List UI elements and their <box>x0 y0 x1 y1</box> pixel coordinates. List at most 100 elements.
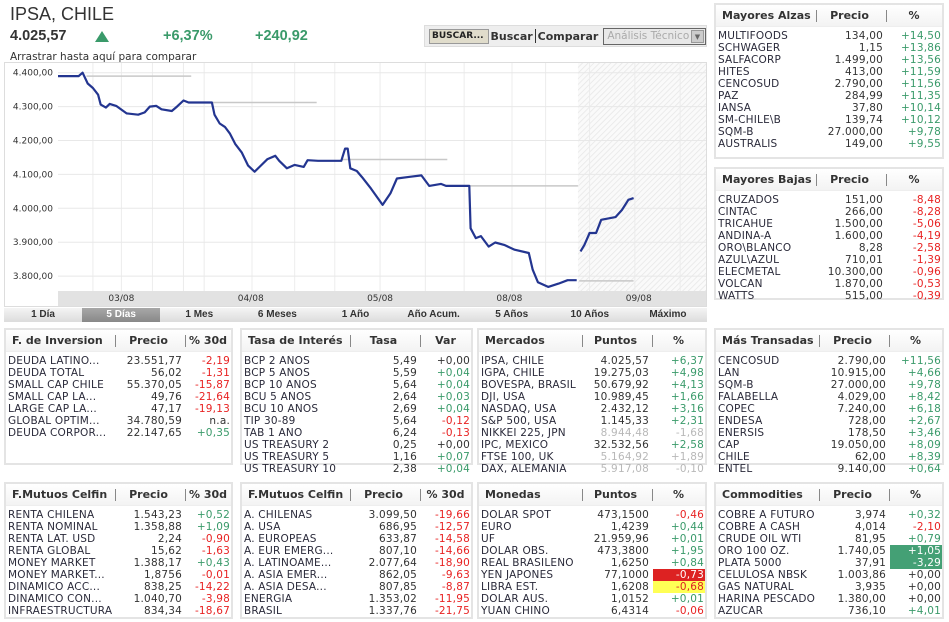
period-button[interactable]: 6 Meses <box>257 309 297 320</box>
table-row[interactable]: WATTS 515,00 -0,39 <box>716 290 942 302</box>
table-row[interactable]: BCP 2 AÑOS 5,49 +0,00 <box>242 355 471 367</box>
table-row[interactable]: BCP 5 AÑOS 5,59 +0,04 <box>242 367 471 379</box>
table-row[interactable]: CRUDE OIL WTI 81,95 +0,79 <box>716 533 942 545</box>
table-row[interactable]: AZUL\AZUL 710,01 -1,39 <box>716 254 942 266</box>
table-row[interactable]: DEUDA CORPOR... 22.147,65 +0,35 <box>6 427 231 439</box>
period-button[interactable]: 1 Mes <box>185 309 214 320</box>
table-row[interactable]: ORO 100 OZ. 1.740,05 +1,05 <box>716 545 942 557</box>
period-button[interactable]: 1 Año <box>341 309 370 320</box>
table-row[interactable]: LARGE CAP LA... 47,17 -19,13 <box>6 403 231 415</box>
table-row[interactable]: CHILE 62,00 +8,39 <box>716 451 942 463</box>
table-row[interactable]: GAS NATURAL 3,935 +0,00 <box>716 581 942 593</box>
table-row[interactable]: BCP 10 AÑOS 5,64 +0,04 <box>242 379 471 391</box>
table-row[interactable]: ANDINA-A 1.600,00 -4,19 <box>716 230 942 242</box>
table-row[interactable]: YEN JAPONES 77,1000 -0,73 <box>479 569 705 581</box>
table-row[interactable]: A. ASIA DESA... 807,85 -8,87 <box>242 581 471 593</box>
buscar-button[interactable]: Buscar <box>490 29 533 43</box>
table-row[interactable]: US TREASURY 5 1,16 +0,07 <box>242 451 471 463</box>
table-row[interactable]: IPC, MEXICO 32.532,56 +2,58 <box>479 439 705 451</box>
table-row[interactable]: RENTA CHILENA 1.543,23 +0,52 <box>6 509 231 521</box>
table-row[interactable]: INFRAESTRUCTURA 834,34 -18,67 <box>6 605 231 617</box>
table-row[interactable]: IANSA 37,80 +10,14 <box>716 102 942 114</box>
period-button[interactable]: 10 Años <box>570 309 610 320</box>
table-row[interactable]: ENERGIA 1.353,02 -11,95 <box>242 593 471 605</box>
table-row[interactable]: SM-CHILE\B 139,74 +10,12 <box>716 114 942 126</box>
table-row[interactable]: CINTAC 266,00 -8,28 <box>716 206 942 218</box>
table-row[interactable]: MONEY MARKET 1.388,17 +0,43 <box>6 557 231 569</box>
table-row[interactable]: SQM-B 27.000,00 +9,78 <box>716 379 942 391</box>
table-row[interactable]: A. CHILENAS 3.099,50 -19,66 <box>242 509 471 521</box>
table-row[interactable]: ENDESA 728,00 +2,67 <box>716 415 942 427</box>
table-row[interactable]: A. EUROPEAS 633,87 -14,58 <box>242 533 471 545</box>
period-button[interactable]: 5 Años <box>495 309 529 320</box>
table-row[interactable]: DEUDA TOTAL 56,02 -1,31 <box>6 367 231 379</box>
table-row[interactable]: ENTEL 9.140,00 +0,64 <box>716 463 942 475</box>
search-input[interactable]: BUSCAR... <box>429 28 489 44</box>
table-row[interactable]: BOVESPA, BRASIL 50.679,92 +4,13 <box>479 379 705 391</box>
table-row[interactable]: BCU 5 AÑOS 2,64 +0,03 <box>242 391 471 403</box>
table-row[interactable]: HARINA PESCADO 1.380,00 +0,00 <box>716 593 942 605</box>
table-row[interactable]: GLOBAL OPTIM... 34.780,59 n.a. <box>6 415 231 427</box>
table-row[interactable]: CRUZADOS 151,00 -8,48 <box>716 194 942 206</box>
table-row[interactable]: NASDAQ, USA 2.432,12 +3,16 <box>479 403 705 415</box>
chevron-down-icon[interactable]: ▼ <box>691 29 704 43</box>
table-row[interactable]: SMALL CAP LA... 49,76 -21,64 <box>6 391 231 403</box>
table-row[interactable]: PAZ 284,99 +11,35 <box>716 90 942 102</box>
table-row[interactable]: A. LATINOAME... 2.077,64 -18,90 <box>242 557 471 569</box>
table-row[interactable]: TIP 30-89 5,64 -0,12 <box>242 415 471 427</box>
period-button[interactable]: 1 Día <box>31 309 55 320</box>
table-row[interactable]: COPEC 7.240,00 +6,18 <box>716 403 942 415</box>
table-row[interactable]: SCHWAGER 1,15 +13,86 <box>716 42 942 54</box>
table-row[interactable]: DOLAR AUS. 1,0152 +0,01 <box>479 593 705 605</box>
table-row[interactable]: SQM-B 27.000,00 +9,78 <box>716 126 942 138</box>
table-row[interactable]: IPSA, CHILE 4.025,57 +6,37 <box>479 355 705 367</box>
table-row[interactable]: RENTA NOMINAL 1.358,88 +1,09 <box>6 521 231 533</box>
table-row[interactable]: VOLCAN 1.870,00 -0,53 <box>716 278 942 290</box>
table-row[interactable]: CELULOSA NBSK 1.003,86 +0,00 <box>716 569 942 581</box>
table-row[interactable]: FTSE 100, UK 5.164,92 +1,89 <box>479 451 705 463</box>
analysis-select[interactable]: Análisis Técnico ▼ <box>603 27 706 45</box>
table-row[interactable]: BCU 10 AÑOS 2,69 +0,04 <box>242 403 471 415</box>
table-row[interactable]: DEUDA LATINO... 23.551,77 -2,19 <box>6 355 231 367</box>
table-row[interactable]: LAN 10.915,00 +4,66 <box>716 367 942 379</box>
table-row[interactable]: CAP 19.050,00 +8,09 <box>716 439 942 451</box>
table-row[interactable]: RENTA GLOBAL 15,62 -1,63 <box>6 545 231 557</box>
price-chart[interactable]: 4.400,00 4.300,00 4.200,00 4.100,00 4.000,00… <box>4 62 707 307</box>
table-row[interactable]: COBRE A FUTURO 3,974 +0,32 <box>716 509 942 521</box>
table-row[interactable]: DINAMICO CON... 1.040,70 -3,98 <box>6 593 231 605</box>
table-row[interactable]: AUSTRALIS 149,00 +9,55 <box>716 138 942 150</box>
table-row[interactable]: SALFACORP 1.499,00 +13,56 <box>716 54 942 66</box>
table-row[interactable]: MONEY MARKET... 1,8756 -0,01 <box>6 569 231 581</box>
table-row[interactable]: PLATA 5000 37,91 -3,29 <box>716 557 942 569</box>
table-row[interactable]: DOLAR SPOT 473,1500 -0,46 <box>479 509 705 521</box>
table-row[interactable]: YUAN CHINO 6,4314 -0,06 <box>479 605 705 617</box>
table-row[interactable]: EURO 1,4239 +0,44 <box>479 521 705 533</box>
period-button[interactable]: Máximo <box>649 309 687 320</box>
table-row[interactable]: A. ASIA EMER... 862,05 -9,63 <box>242 569 471 581</box>
table-row[interactable]: TAB 1 AÑO 6,24 -0,13 <box>242 427 471 439</box>
period-button[interactable]: Año Acum. <box>407 309 460 320</box>
table-row[interactable]: ORO\BLANCO 8,28 -2,58 <box>716 242 942 254</box>
period-button[interactable]: 5 Días <box>82 308 161 322</box>
table-row[interactable]: A. USA 686,95 -12,57 <box>242 521 471 533</box>
table-row[interactable]: SMALL CAP CHILE 55.370,05 -15,87 <box>6 379 231 391</box>
table-row[interactable]: CENCOSUD 2.790,00 +11,56 <box>716 78 942 90</box>
table-row[interactable]: REAL BRASILEÑO 1,6250 +0,84 <box>479 557 705 569</box>
table-row[interactable]: US TREASURY 2 0,25 +0,00 <box>242 439 471 451</box>
table-row[interactable]: ENERSIS 178,50 +3,46 <box>716 427 942 439</box>
table-row[interactable]: DJI, USA 10.989,45 +1,66 <box>479 391 705 403</box>
table-row[interactable]: US TREASURY 10 2,38 +0,04 <box>242 463 471 475</box>
table-row[interactable]: BRASIL 1.337,76 -21,75 <box>242 605 471 617</box>
table-row[interactable]: MULTIFOODS 134,00 +14,50 <box>716 30 942 42</box>
comparar-button[interactable]: Comparar <box>537 29 599 43</box>
table-row[interactable]: S&P 500, USA 1.145,33 +2,31 <box>479 415 705 427</box>
table-row[interactable]: LIBRA EST. 1,6208 -0,68 <box>479 581 705 593</box>
table-row[interactable]: TRICAHUE 1.500,00 -5,06 <box>716 218 942 230</box>
table-row[interactable]: UF 21.959,96 +0,01 <box>479 533 705 545</box>
table-row[interactable]: ELECMETAL 10.300,00 -0,96 <box>716 266 942 278</box>
table-row[interactable]: DINAMICO ACC... 838,25 -14,22 <box>6 581 231 593</box>
table-row[interactable]: DOLAR OBS. 473,3800 +1,95 <box>479 545 705 557</box>
table-row[interactable]: CENCOSUD 2.790,00 +11,56 <box>716 355 942 367</box>
table-row[interactable]: RENTA LAT. USD 2,24 -0,90 <box>6 533 231 545</box>
table-row[interactable]: NIKKEI 225, JPN 8.944,48 -1,68 <box>479 427 705 439</box>
